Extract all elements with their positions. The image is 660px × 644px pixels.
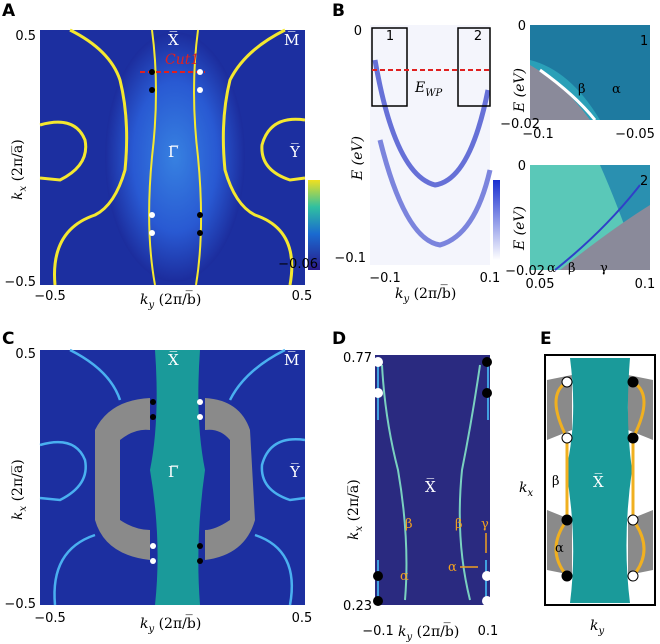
inset-band xyxy=(530,25,650,120)
x-tick-label: −0.5 xyxy=(34,611,66,626)
y-axis-label: E (eV) xyxy=(350,136,366,181)
branch-label: α xyxy=(448,560,457,575)
y-tick-label: −0.02 xyxy=(500,117,540,132)
panel-a: A Cut1 X̅ M̅ Γ̅ Y̅ −0.06 0.5 −0.5 −0.5 0… xyxy=(2,1,320,311)
colorbar xyxy=(308,180,320,270)
panel-e: E X̅ β α ky kx xyxy=(519,329,656,637)
branch-label: β xyxy=(568,261,576,276)
y-axis-label: kx xyxy=(519,480,533,499)
x-tick-label: 0.1 xyxy=(478,624,499,639)
x-tick-label: −0.5 xyxy=(34,289,66,304)
inset-edge xyxy=(539,68,597,121)
branch-label: β xyxy=(578,82,586,97)
y-tick-label: 0 xyxy=(518,19,526,34)
projection xyxy=(95,398,150,560)
x-tick-label: 0.1 xyxy=(480,271,501,286)
map-center xyxy=(105,32,245,282)
y-axis-label: kx (2π/a̅) xyxy=(346,479,365,540)
energy-label: EWP xyxy=(414,80,443,99)
projection xyxy=(205,398,255,560)
y-tick-label: −0.02 xyxy=(505,264,545,279)
y-tick-label: 0 xyxy=(354,24,362,39)
y-axis-label: kx (2π/a̅) xyxy=(10,459,29,520)
x-tick-label: −0.05 xyxy=(615,127,655,142)
bulk-pocket xyxy=(150,350,205,605)
branch-label: β xyxy=(405,517,413,532)
x-tick-label: 0.05 xyxy=(526,277,555,292)
bands xyxy=(372,59,493,248)
box xyxy=(457,27,491,107)
point-label: M̅ xyxy=(284,30,299,49)
contours xyxy=(39,348,306,606)
point-label: Γ̅ xyxy=(168,143,178,161)
x-axis-label: ky (2π/b̅) xyxy=(398,621,459,643)
dots xyxy=(150,399,203,564)
y-tick-label: −0.5 xyxy=(4,275,36,290)
dots xyxy=(373,357,492,606)
x-axis-label: ky (2π/b̅) xyxy=(395,283,456,305)
point-label: Γ̅ xyxy=(168,463,178,481)
inset-gap xyxy=(560,205,650,270)
y-tick-label: 0.23 xyxy=(343,599,372,614)
x-tick-label: 0.5 xyxy=(292,289,313,304)
panel-c: C X̅ M̅ Γ̅ Y̅ 0.5 −0.5 −0.5 0.5 ky (2π/b… xyxy=(2,329,312,635)
y-axis-label: E (eV) xyxy=(512,206,528,251)
inset-gap xyxy=(530,65,590,120)
map xyxy=(375,355,490,605)
point-label: M̅ xyxy=(284,350,299,369)
box-label: 2 xyxy=(474,29,482,44)
x-axis-label: ky (2π/b̅) xyxy=(140,613,201,635)
panel-letter: A xyxy=(2,1,16,21)
bulk-pocket xyxy=(566,358,632,603)
x-axis-label: ky (2π/b̅) xyxy=(140,289,201,311)
branch-label: α xyxy=(612,82,621,97)
x-tick-label: −0.1 xyxy=(522,127,554,142)
box xyxy=(371,27,408,107)
cut-label: Cut1 xyxy=(165,52,199,68)
y-tick-label: 0 xyxy=(518,159,526,174)
branch-label: γ xyxy=(600,261,608,276)
branch-label: α xyxy=(400,569,409,584)
contours xyxy=(39,28,306,286)
y-axis-label: kx (2π/a̅) xyxy=(10,139,29,200)
panel-letter: B xyxy=(332,1,345,21)
panel-letter: C xyxy=(2,329,14,349)
x-tick-label: 0.1 xyxy=(635,277,656,292)
point-label: Y̅ xyxy=(289,142,301,161)
panel-b: B 1 2 EWP 0 −0.1 −0.1 0.1 ky (2π/b̅) E (… xyxy=(332,1,655,305)
colorbar-label: −0.06 xyxy=(278,257,318,272)
panel-letter: D xyxy=(332,329,346,349)
point-label: X̅ xyxy=(168,30,179,49)
box-label: 1 xyxy=(386,29,394,44)
point-label: X̅ xyxy=(425,477,436,496)
y-tick-label: 0.5 xyxy=(15,29,36,44)
point-label: X̅ xyxy=(593,472,604,491)
colorbar xyxy=(493,180,500,260)
projections xyxy=(547,375,653,575)
inset-edge xyxy=(554,184,641,271)
inset-number: 2 xyxy=(640,174,648,189)
y-axis-label: E (eV) xyxy=(512,68,528,113)
branch-label: γ xyxy=(481,517,489,532)
panel-d: D X̅ β β γ α α 0.77 0.23 −0.1 0.1 ky (2π… xyxy=(332,329,498,643)
x-axis-label: ky xyxy=(590,618,604,637)
branch-label: α xyxy=(555,541,564,556)
y-tick-label: −0.5 xyxy=(4,597,36,612)
branch-label: α xyxy=(547,261,556,276)
point-label: Y̅ xyxy=(289,462,301,481)
y-tick-label: 0.5 xyxy=(15,347,36,362)
branch-label: β xyxy=(455,517,463,532)
x-tick-label: −0.1 xyxy=(362,624,394,639)
dots xyxy=(561,376,639,582)
inset-number: 1 xyxy=(640,34,648,49)
x-tick-label: −0.1 xyxy=(369,271,401,286)
x-tick-label: 0.5 xyxy=(292,611,313,626)
panel-letter: E xyxy=(540,329,552,349)
point-label: X̅ xyxy=(168,350,179,369)
y-tick-label: 0.77 xyxy=(343,351,372,366)
dots xyxy=(149,69,203,236)
y-tick-label: −0.1 xyxy=(334,251,366,266)
branch-label: β xyxy=(552,474,560,489)
